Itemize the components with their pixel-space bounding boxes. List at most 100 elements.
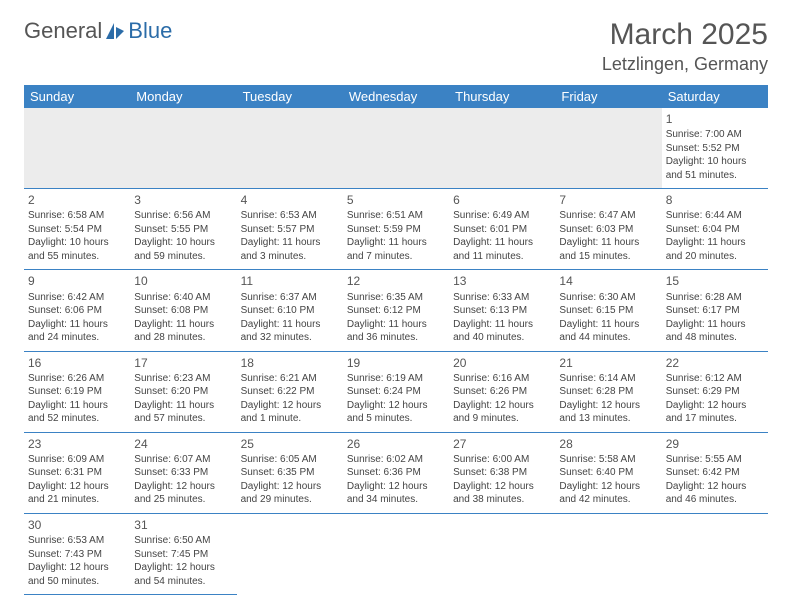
title-block: March 2025 Letzlingen, Germany xyxy=(602,18,768,75)
sunset-line: Sunset: 6:03 PM xyxy=(559,223,657,237)
calendar-cell xyxy=(24,108,130,189)
weekday-header: Friday xyxy=(555,85,661,108)
sunset-line: Sunset: 6:24 PM xyxy=(347,385,445,399)
calendar-cell: 25Sunrise: 6:05 AMSunset: 6:35 PMDayligh… xyxy=(237,432,343,513)
daylight-line: Daylight: 11 hours and 52 minutes. xyxy=(28,399,126,426)
day-number: 4 xyxy=(241,192,339,208)
sunset-line: Sunset: 6:17 PM xyxy=(666,304,764,318)
sunrise-line: Sunrise: 6:14 AM xyxy=(559,372,657,386)
calendar-cell: 7Sunrise: 6:47 AMSunset: 6:03 PMDaylight… xyxy=(555,189,661,270)
daylight-line: Daylight: 12 hours and 42 minutes. xyxy=(559,480,657,507)
weekday-header: Saturday xyxy=(662,85,768,108)
calendar-cell xyxy=(449,108,555,189)
brand-part2: Blue xyxy=(128,18,172,44)
calendar-cell xyxy=(130,108,236,189)
calendar-cell: 11Sunrise: 6:37 AMSunset: 6:10 PMDayligh… xyxy=(237,270,343,351)
sunset-line: Sunset: 5:52 PM xyxy=(666,142,764,156)
day-number: 6 xyxy=(453,192,551,208)
daylight-line: Daylight: 12 hours and 5 minutes. xyxy=(347,399,445,426)
sunset-line: Sunset: 6:28 PM xyxy=(559,385,657,399)
calendar-cell: 4Sunrise: 6:53 AMSunset: 5:57 PMDaylight… xyxy=(237,189,343,270)
calendar-cell: 29Sunrise: 5:55 AMSunset: 6:42 PMDayligh… xyxy=(662,432,768,513)
calendar-row: 9Sunrise: 6:42 AMSunset: 6:06 PMDaylight… xyxy=(24,270,768,351)
day-number: 27 xyxy=(453,436,551,452)
sunset-line: Sunset: 6:15 PM xyxy=(559,304,657,318)
calendar-row: 2Sunrise: 6:58 AMSunset: 5:54 PMDaylight… xyxy=(24,189,768,270)
day-number: 19 xyxy=(347,355,445,371)
sunrise-line: Sunrise: 6:47 AM xyxy=(559,209,657,223)
weekday-header: Thursday xyxy=(449,85,555,108)
sunset-line: Sunset: 6:08 PM xyxy=(134,304,232,318)
day-number: 2 xyxy=(28,192,126,208)
sunrise-line: Sunrise: 6:50 AM xyxy=(134,534,232,548)
calendar-cell: 15Sunrise: 6:28 AMSunset: 6:17 PMDayligh… xyxy=(662,270,768,351)
calendar-cell: 2Sunrise: 6:58 AMSunset: 5:54 PMDaylight… xyxy=(24,189,130,270)
calendar-cell: 21Sunrise: 6:14 AMSunset: 6:28 PMDayligh… xyxy=(555,351,661,432)
sunset-line: Sunset: 6:36 PM xyxy=(347,466,445,480)
day-number: 21 xyxy=(559,355,657,371)
day-number: 9 xyxy=(28,273,126,289)
daylight-line: Daylight: 12 hours and 38 minutes. xyxy=(453,480,551,507)
calendar-cell xyxy=(555,513,661,594)
daylight-line: Daylight: 12 hours and 46 minutes. xyxy=(666,480,764,507)
sunset-line: Sunset: 7:43 PM xyxy=(28,548,126,562)
sunrise-line: Sunrise: 6:35 AM xyxy=(347,291,445,305)
sunrise-line: Sunrise: 6:23 AM xyxy=(134,372,232,386)
calendar-cell: 28Sunrise: 5:58 AMSunset: 6:40 PMDayligh… xyxy=(555,432,661,513)
calendar-cell: 6Sunrise: 6:49 AMSunset: 6:01 PMDaylight… xyxy=(449,189,555,270)
daylight-line: Daylight: 11 hours and 3 minutes. xyxy=(241,236,339,263)
sunrise-line: Sunrise: 5:58 AM xyxy=(559,453,657,467)
calendar-cell: 13Sunrise: 6:33 AMSunset: 6:13 PMDayligh… xyxy=(449,270,555,351)
day-number: 28 xyxy=(559,436,657,452)
daylight-line: Daylight: 11 hours and 32 minutes. xyxy=(241,318,339,345)
day-number: 31 xyxy=(134,517,232,533)
day-number: 12 xyxy=(347,273,445,289)
calendar-cell: 8Sunrise: 6:44 AMSunset: 6:04 PMDaylight… xyxy=(662,189,768,270)
sunrise-line: Sunrise: 5:55 AM xyxy=(666,453,764,467)
daylight-line: Daylight: 12 hours and 54 minutes. xyxy=(134,561,232,588)
day-number: 30 xyxy=(28,517,126,533)
location-title: Letzlingen, Germany xyxy=(602,54,768,75)
calendar-cell: 22Sunrise: 6:12 AMSunset: 6:29 PMDayligh… xyxy=(662,351,768,432)
calendar-cell xyxy=(343,108,449,189)
sunrise-line: Sunrise: 6:30 AM xyxy=(559,291,657,305)
calendar-cell: 17Sunrise: 6:23 AMSunset: 6:20 PMDayligh… xyxy=(130,351,236,432)
sunset-line: Sunset: 6:38 PM xyxy=(453,466,551,480)
day-number: 20 xyxy=(453,355,551,371)
day-number: 3 xyxy=(134,192,232,208)
daylight-line: Daylight: 11 hours and 24 minutes. xyxy=(28,318,126,345)
sunrise-line: Sunrise: 6:16 AM xyxy=(453,372,551,386)
daylight-line: Daylight: 11 hours and 20 minutes. xyxy=(666,236,764,263)
weekday-header: Sunday xyxy=(24,85,130,108)
sunrise-line: Sunrise: 6:40 AM xyxy=(134,291,232,305)
calendar-cell: 20Sunrise: 6:16 AMSunset: 6:26 PMDayligh… xyxy=(449,351,555,432)
sunrise-line: Sunrise: 6:53 AM xyxy=(241,209,339,223)
calendar-table: Sunday Monday Tuesday Wednesday Thursday… xyxy=(24,85,768,595)
calendar-cell: 19Sunrise: 6:19 AMSunset: 6:24 PMDayligh… xyxy=(343,351,449,432)
daylight-line: Daylight: 12 hours and 25 minutes. xyxy=(134,480,232,507)
sunset-line: Sunset: 6:01 PM xyxy=(453,223,551,237)
day-number: 17 xyxy=(134,355,232,371)
calendar-row: 1Sunrise: 7:00 AMSunset: 5:52 PMDaylight… xyxy=(24,108,768,189)
daylight-line: Daylight: 12 hours and 21 minutes. xyxy=(28,480,126,507)
day-number: 15 xyxy=(666,273,764,289)
day-number: 11 xyxy=(241,273,339,289)
daylight-line: Daylight: 11 hours and 15 minutes. xyxy=(559,236,657,263)
sunrise-line: Sunrise: 6:12 AM xyxy=(666,372,764,386)
sunset-line: Sunset: 5:57 PM xyxy=(241,223,339,237)
daylight-line: Daylight: 12 hours and 29 minutes. xyxy=(241,480,339,507)
calendar-cell: 1Sunrise: 7:00 AMSunset: 5:52 PMDaylight… xyxy=(662,108,768,189)
sunrise-line: Sunrise: 6:05 AM xyxy=(241,453,339,467)
daylight-line: Daylight: 11 hours and 11 minutes. xyxy=(453,236,551,263)
calendar-cell xyxy=(237,513,343,594)
daylight-line: Daylight: 10 hours and 51 minutes. xyxy=(666,155,764,182)
sunset-line: Sunset: 6:22 PM xyxy=(241,385,339,399)
day-number: 16 xyxy=(28,355,126,371)
daylight-line: Daylight: 10 hours and 59 minutes. xyxy=(134,236,232,263)
daylight-line: Daylight: 11 hours and 57 minutes. xyxy=(134,399,232,426)
calendar-row: 23Sunrise: 6:09 AMSunset: 6:31 PMDayligh… xyxy=(24,432,768,513)
sunrise-line: Sunrise: 6:33 AM xyxy=(453,291,551,305)
calendar-cell: 26Sunrise: 6:02 AMSunset: 6:36 PMDayligh… xyxy=(343,432,449,513)
day-number: 26 xyxy=(347,436,445,452)
day-number: 23 xyxy=(28,436,126,452)
